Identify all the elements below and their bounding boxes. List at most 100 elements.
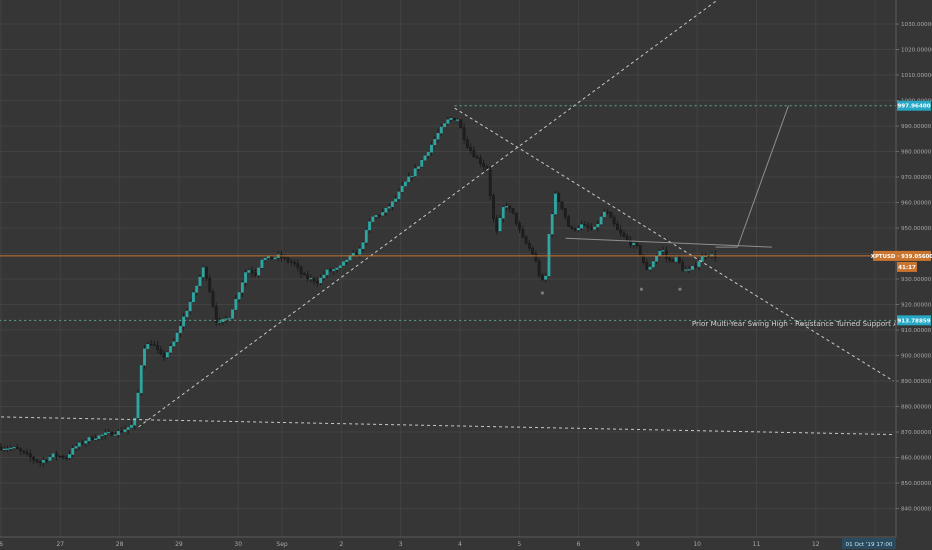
candle-body: [570, 226, 574, 229]
time-tick-label: 12: [812, 541, 820, 548]
candle-body: [77, 442, 81, 447]
candle-body: [355, 252, 358, 255]
candle-body: [273, 257, 277, 260]
time-axis[interactable]: 627282930Sep2345691011121301 Oct '19 17:…: [0, 536, 932, 550]
price-tick-label: 910.00000: [901, 328, 932, 334]
candle-body: [120, 430, 124, 433]
candle-body: [648, 266, 652, 270]
candle-body: [439, 126, 443, 134]
time-tick-label: 6: [577, 541, 581, 548]
price-tick-label: 850.00000: [901, 481, 932, 487]
candle-body: [240, 282, 244, 293]
current-price-badge-text: XPTUSD · 939.05600: [871, 254, 932, 260]
candle-body: [407, 176, 411, 183]
candle-body: [417, 166, 420, 169]
candle-body: [293, 262, 296, 264]
pivot-marker: [639, 287, 644, 291]
candle-body: [335, 267, 339, 270]
candle-body: [260, 259, 264, 268]
candle-body: [681, 262, 685, 271]
candle-body: [459, 119, 463, 129]
candle-body: [508, 206, 512, 209]
candle-body: [479, 158, 482, 164]
candle-body: [404, 181, 407, 187]
candle-body: [625, 236, 629, 241]
candle-body: [387, 206, 391, 209]
annotation-text[interactable]: Prior Multi-Year Swing High - Resistance…: [692, 319, 932, 328]
candles: [0, 116, 717, 467]
projection-rise[interactable]: [737, 105, 789, 248]
candle-body: [390, 201, 394, 207]
candle-body: [465, 139, 469, 148]
level-badge-text: 997.96400: [897, 104, 930, 110]
candle-body: [149, 344, 153, 346]
candle-body: [299, 267, 303, 274]
candle-body: [593, 226, 596, 230]
candle-body: [599, 216, 603, 225]
candle-body: [449, 117, 453, 120]
candle-body: [554, 193, 557, 215]
candle-body: [117, 430, 120, 435]
candle-body: [583, 224, 587, 226]
candle-body: [263, 257, 267, 261]
candle-body: [208, 278, 212, 292]
candle-body: [668, 257, 672, 261]
candle-body: [172, 341, 176, 347]
candle-body: [655, 255, 658, 262]
candle-body: [110, 431, 114, 436]
candle-body: [580, 224, 583, 229]
candle-body: [38, 461, 42, 463]
time-tick-label: 5: [517, 541, 521, 548]
candle-body: [567, 216, 570, 227]
candle-body: [302, 273, 306, 276]
time-axis-bg: [0, 537, 932, 550]
candle-body: [185, 310, 189, 318]
candle-body: [505, 206, 508, 208]
time-tick-label: 28: [116, 541, 124, 548]
drawings: [0, 0, 894, 436]
candle-body: [446, 119, 450, 124]
candle-body: [560, 201, 564, 209]
descending-trendline[interactable]: [454, 107, 894, 382]
candle-body: [32, 456, 36, 461]
price-tick-label: 930.00000: [901, 277, 932, 283]
candle-body: [563, 208, 567, 218]
candle-body: [420, 159, 424, 167]
candle-body: [482, 163, 486, 168]
candle-body: [638, 245, 642, 256]
candle-body: [501, 206, 505, 219]
neckline[interactable]: [565, 237, 772, 248]
candle-body: [15, 446, 19, 449]
candle-body: [244, 272, 248, 283]
candle-body: [537, 260, 541, 276]
candle-body: [677, 257, 681, 263]
candle-body: [351, 252, 355, 256]
candle-body: [12, 446, 16, 449]
candle-body: [28, 453, 32, 458]
candle-body: [192, 292, 195, 303]
candle-body: [423, 155, 427, 161]
long-support-line[interactable]: [0, 416, 894, 436]
candle-body: [234, 299, 238, 310]
candle-body: [74, 446, 78, 449]
candle-body: [531, 248, 535, 255]
candle-body: [645, 262, 649, 270]
candle-body: [113, 434, 117, 436]
candle-body: [472, 150, 476, 158]
price-badges: 997.96400 913.78859 XPTUSD · 939.05600 41:1…: [871, 100, 932, 326]
time-tick-label: 3: [399, 541, 403, 548]
candle-body: [687, 269, 691, 271]
level-badge: [897, 100, 931, 111]
time-tick-label: 27: [56, 541, 64, 548]
candle-body: [81, 442, 84, 444]
candle-body: [691, 265, 694, 270]
candle-body: [156, 345, 159, 350]
price-axis[interactable]: 840.00000 850.00000 860.00000 870.00000 880.…: [895, 0, 932, 550]
candle-body: [41, 460, 45, 463]
candle-body: [87, 437, 91, 442]
candle-body: [286, 257, 290, 262]
pivot-marker: [540, 291, 545, 295]
candle-body: [619, 229, 623, 234]
candle-body: [237, 292, 241, 300]
